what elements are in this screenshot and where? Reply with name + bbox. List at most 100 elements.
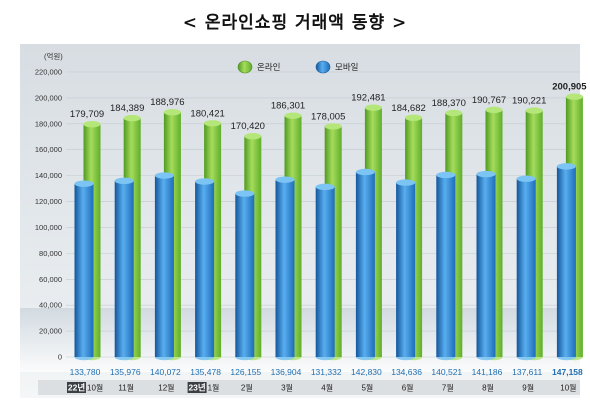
- mobile-bar-body: [235, 193, 255, 357]
- y-tick-label: 0: [58, 353, 62, 362]
- mobile-value-label: 134,636: [391, 367, 422, 377]
- mobile-bar: [275, 176, 295, 361]
- y-tick-label: 140,000: [35, 171, 62, 180]
- mobile-bar-body: [275, 179, 295, 357]
- page-title: < 온라인쇼핑 거래액 동향 >: [182, 13, 408, 33]
- mobile-bar-top: [235, 190, 255, 197]
- mobile-bar-body: [516, 178, 536, 357]
- online-bar-top: [565, 93, 583, 100]
- mobile-bar-top: [355, 168, 375, 176]
- online-value-label: 188,370: [432, 98, 466, 109]
- x-tick-label: 10월: [87, 383, 103, 393]
- x-tick-label: 11월: [118, 383, 134, 393]
- online-value-label: 186,301: [271, 101, 305, 112]
- online-value-label: 178,005: [311, 111, 345, 122]
- y-tick-label: 200,000: [35, 93, 62, 102]
- x-tick-label: 5월: [361, 383, 373, 393]
- mobile-bar-body: [436, 174, 456, 357]
- mobile-bar: [315, 183, 335, 361]
- x-tick-label: 1월: [208, 383, 220, 393]
- mobile-bar-top: [74, 180, 94, 187]
- x-tick-label: 4월: [321, 383, 333, 393]
- y-tick-label: 60,000: [39, 275, 62, 284]
- online-bar-top: [204, 120, 222, 127]
- x-tick-label: 3월: [281, 383, 293, 393]
- mobile-bar: [476, 170, 496, 361]
- mobile-bar-top: [154, 172, 174, 179]
- mobile-bar-body: [556, 166, 576, 357]
- mobile-bar-body: [396, 182, 416, 357]
- x-tick-label: 12월: [158, 383, 174, 393]
- x-tick-label: 2월: [241, 383, 253, 393]
- x-tick-label: 6월: [402, 383, 414, 393]
- mobile-value-label: 136,904: [271, 367, 302, 377]
- year-tag-box: [187, 382, 207, 393]
- mobile-value-label: 126,155: [230, 367, 261, 377]
- year-tag-label: 22년: [68, 383, 85, 393]
- online-value-label: 170,420: [231, 121, 265, 132]
- mobile-bar: [154, 172, 174, 361]
- mobile-bar-body: [315, 186, 335, 357]
- mobile-bar-top: [516, 175, 536, 182]
- mobile-value-label: 147,158: [552, 367, 583, 377]
- online-bar-top: [163, 108, 181, 116]
- x-tick-label: 10월: [560, 383, 576, 393]
- mobile-value-label: 135,976: [110, 367, 141, 377]
- mobile-bar-top: [275, 176, 295, 183]
- x-tick-label: 8월: [482, 383, 494, 393]
- mobile-bar: [516, 175, 536, 361]
- x-axis-band: [38, 380, 580, 395]
- mobile-bar-top: [556, 163, 576, 170]
- mobile-value-label: 133,780: [70, 367, 101, 377]
- mobile-value-label: 140,521: [431, 367, 462, 377]
- mobile-bar-body: [355, 171, 375, 357]
- x-tick-label: 9월: [522, 383, 534, 393]
- mobile-bar: [114, 177, 134, 361]
- mobile-bar-top: [195, 178, 215, 185]
- y-axis-ticks: 0 20,000 40,000 60,000 80,000 100,000 120,000 1…: [35, 68, 62, 362]
- online-value-label: 180,421: [190, 108, 224, 119]
- mobile-bar: [235, 190, 255, 361]
- online-value-label: 190,767: [472, 95, 506, 106]
- y-tick-label: 80,000: [39, 249, 62, 258]
- online-value-label: 188,976: [150, 97, 184, 108]
- legend: 온라인 모바일: [237, 60, 358, 74]
- mobile-bar: [436, 171, 456, 361]
- x-axis-labels: 22년 10월 11월 12월 23년 1월 2월 3월 4월 5월 6월 7월 8월 9월 10월: [67, 382, 577, 393]
- year-tag-label: 23년: [188, 383, 205, 393]
- online-bar-top: [364, 104, 382, 111]
- online-bar-top: [83, 120, 101, 128]
- bars-layer: 179,709 133,780 184,389 135,976 188,976 140,0…: [70, 82, 588, 377]
- online-value-label: 190,221: [512, 96, 546, 107]
- legend-label-online: 온라인: [257, 62, 280, 72]
- mobile-value-label: 141,186: [472, 367, 503, 377]
- y-tick-label: 100,000: [35, 223, 62, 232]
- online-bar-top: [445, 109, 463, 117]
- legend-label-mobile: 모바일: [335, 62, 358, 72]
- mobile-bar-body: [154, 175, 174, 357]
- mobile-bar-body: [476, 174, 496, 357]
- online-value-label: 200,905: [552, 82, 587, 93]
- online-value-label: 184,682: [391, 103, 425, 114]
- online-bar-top: [123, 114, 141, 122]
- online-bar-top: [405, 114, 423, 121]
- mobile-bar-body: [74, 183, 94, 357]
- online-value-label: 184,389: [110, 103, 144, 114]
- legend-swatch-online: [237, 60, 253, 74]
- mobile-bar: [556, 163, 576, 361]
- mobile-value-label: 137,611: [512, 367, 542, 377]
- y-axis-unit: (억원): [44, 52, 63, 61]
- mobile-bar-body: [195, 181, 215, 357]
- y-tick-label: 40,000: [39, 301, 62, 310]
- online-bar-top: [324, 123, 342, 130]
- mobile-bar-top: [315, 183, 335, 191]
- online-bar-top: [485, 106, 503, 114]
- mobile-value-label: 142,830: [351, 367, 382, 377]
- x-tick-label: 7월: [442, 383, 454, 393]
- y-tick-label: 160,000: [35, 145, 62, 154]
- online-bar-top: [284, 112, 302, 119]
- y-tick-label: 20,000: [39, 327, 62, 336]
- y-tick-label: 120,000: [35, 197, 62, 206]
- y-tick-label: 220,000: [35, 68, 62, 77]
